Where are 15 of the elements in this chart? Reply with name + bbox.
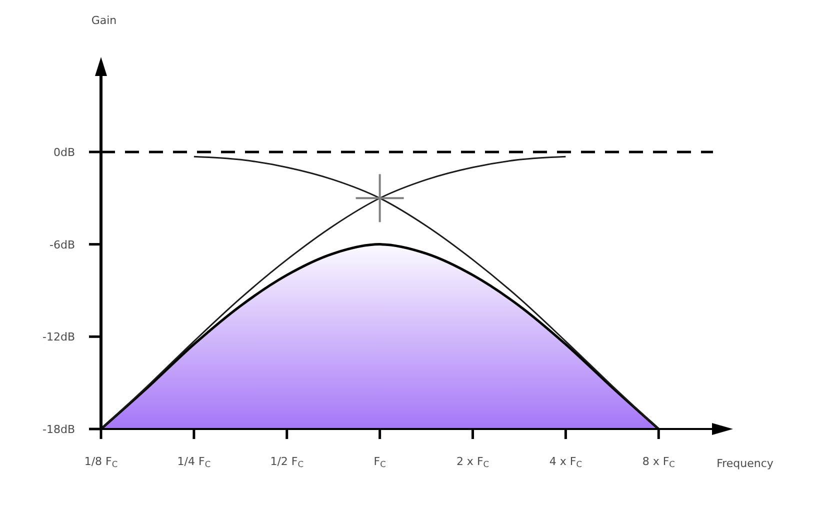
x-tick-label: 1/8 F$_{C}$ — [84, 455, 118, 470]
x-tick-label: 8 x F$_{C}$ — [642, 455, 676, 470]
y-axis-title: Gain — [91, 14, 117, 27]
line-series — [193, 156, 660, 429]
y-tick-label: -18dB — [42, 423, 75, 436]
x-tick-label: F$_{C}$ — [374, 455, 386, 470]
y-tick-label: 0dB — [53, 146, 75, 159]
x-tick-label: 1/2 F$_{C}$ — [270, 455, 304, 470]
x-tick-label: 2 x F$_{C}$ — [456, 455, 490, 470]
line-series — [101, 156, 566, 429]
x-tick-label: 1/4 F$_{C}$ — [177, 455, 211, 470]
y-tick-label: -6dB — [50, 238, 75, 252]
x-axis-title: Frequency — [716, 457, 774, 470]
x-tick-label: 4 x F$_{C}$ — [549, 455, 582, 470]
y-tick-label: -12dB — [42, 330, 75, 344]
